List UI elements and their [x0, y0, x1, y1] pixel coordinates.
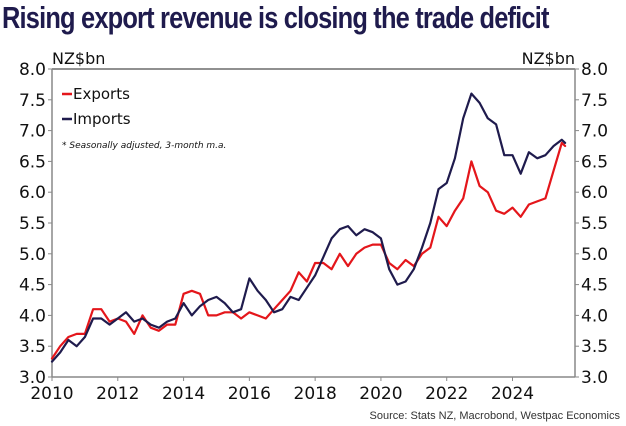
x-tick-label: 2024	[491, 384, 534, 404]
x-tick-label: 2010	[30, 384, 73, 404]
y-tick-label-right: 7.0	[581, 122, 608, 142]
y-tick-label-right: 8.0	[581, 60, 608, 80]
series-line-exports	[50, 141, 567, 360]
chart-title: Rising export revenue is closing the tra…	[2, 0, 549, 35]
y-tick-label-right: 4.5	[581, 276, 608, 296]
x-tick-label: 2022	[425, 384, 468, 404]
axes: 8.0 8.0 7.5 7.5 7.0 7.0 6.5 6.5 6.0 6.0 5.5 5.5 5.0 5…	[19, 60, 608, 404]
y-tick-label-right: 3.0	[581, 368, 608, 388]
y-tick-label-left: 7.5	[19, 91, 46, 111]
source-note: Source: Stats NZ, Macrobond, Westpac Eco…	[370, 410, 621, 422]
series-layer	[50, 92, 567, 363]
y-tick-label-right: 5.0	[581, 245, 608, 265]
y-tick-label-right: 4.0	[581, 306, 608, 326]
x-tick-label: 2016	[228, 384, 271, 404]
legend: Exports Imports	[62, 85, 131, 128]
chart-note: * Seasonally adjusted, 3-month m.a.	[62, 141, 226, 151]
y-tick-label-left: 7.0	[19, 122, 46, 142]
x-tick-label: 2020	[359, 384, 402, 404]
left-unit-label: NZ$bn	[52, 49, 105, 68]
legend-label-imports: Imports	[73, 110, 131, 128]
y-tick-label-left: 4.0	[19, 306, 46, 326]
y-tick-label-right: 6.5	[581, 152, 608, 172]
series-line-imports	[50, 92, 567, 363]
y-tick-label-right: 7.5	[581, 91, 608, 111]
y-tick-label-left: 8.0	[19, 60, 46, 80]
y-tick-label-left: 6.5	[19, 152, 46, 172]
y-tick-label-left: 4.5	[19, 276, 46, 296]
y-tick-label-left: 5.0	[19, 245, 46, 265]
x-tick-label: 2014	[162, 384, 205, 404]
x-tick-label: 2012	[96, 384, 139, 404]
y-tick-label-left: 6.0	[19, 183, 46, 203]
y-tick-label-left: 3.0	[19, 368, 46, 388]
right-unit-label: NZ$bn	[522, 49, 575, 68]
y-tick-label-right: 5.5	[581, 214, 608, 234]
y-tick-label-left: 5.5	[19, 214, 46, 234]
y-tick-label-right: 6.0	[581, 183, 608, 203]
y-tick-label-right: 3.5	[581, 337, 608, 357]
y-tick-label-left: 3.5	[19, 337, 46, 357]
x-tick-label: 2018	[294, 384, 337, 404]
legend-label-exports: Exports	[73, 85, 130, 103]
